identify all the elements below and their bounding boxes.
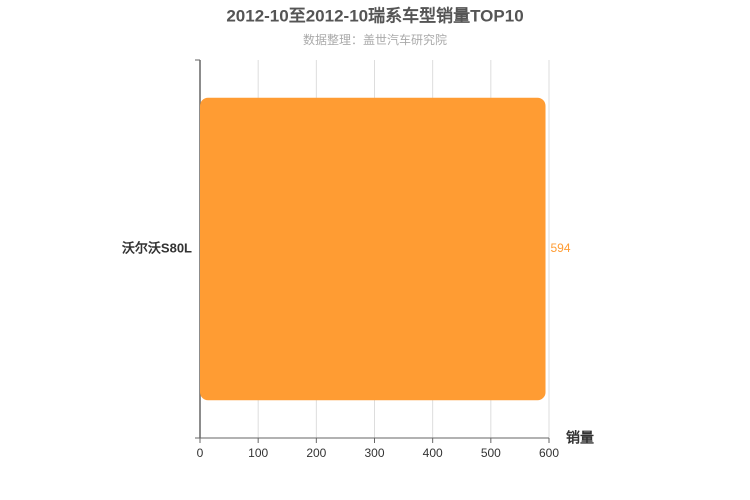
chart-title: 2012-10至2012-10瑞系车型销量TOP10 [226,5,523,25]
x-tick-label: 400 [423,446,443,460]
bar [200,97,546,401]
chart-subtitle: 数据整理：盖世汽车研究院 [303,32,447,47]
y-tick-label: 沃尔沃S80L [122,240,192,255]
value-label: 594 [551,241,571,255]
x-tick-label: 300 [364,446,384,460]
x-tick-label: 200 [306,446,326,460]
x-tick-label: 600 [539,446,559,460]
x-axis-label: 销量 [566,430,594,446]
x-tick-label: 500 [481,446,501,460]
x-tick-label: 0 [197,446,204,460]
x-tick-label: 100 [248,446,268,460]
